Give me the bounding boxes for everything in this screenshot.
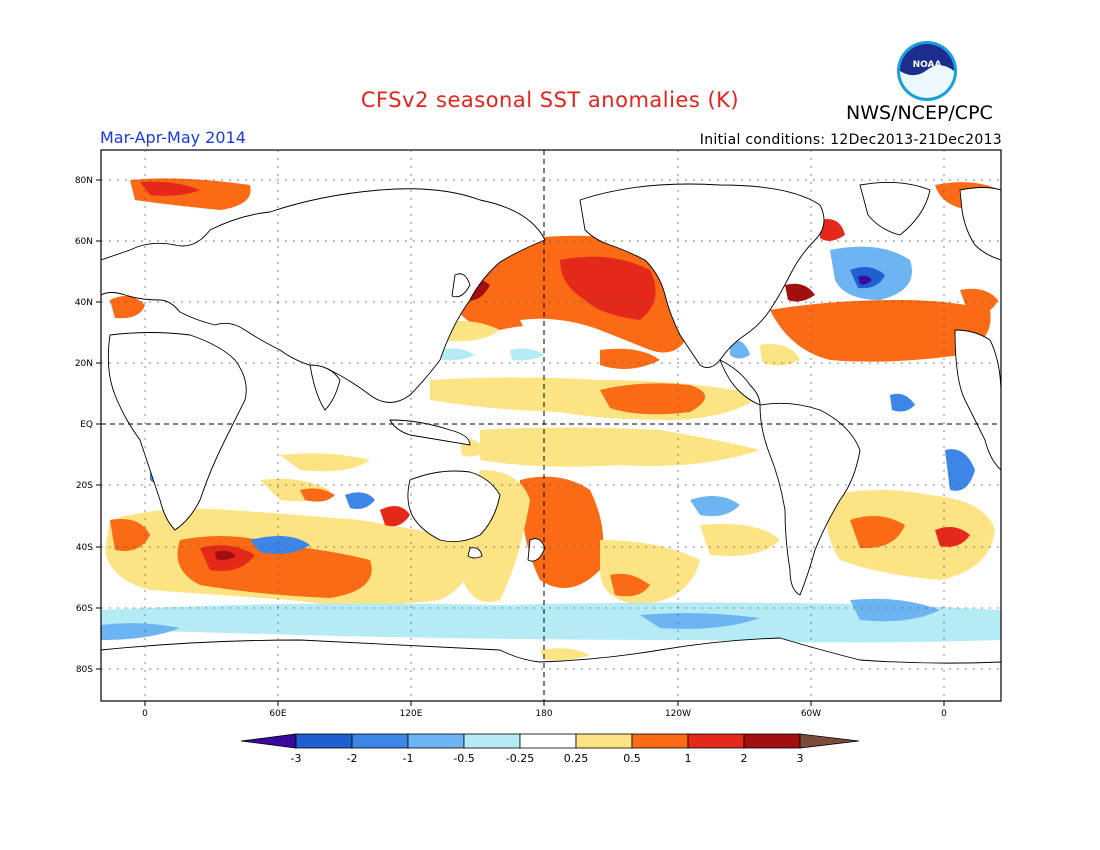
lon-label: 60E <box>269 709 286 719</box>
anomaly-southern-indian <box>105 478 472 605</box>
legend-tick-label: 3 <box>797 752 804 765</box>
legend-swatch <box>631 733 689 749</box>
legend-tick-label: -3 <box>291 752 302 765</box>
lon-label: 0 <box>142 709 148 719</box>
lon-label: 120E <box>400 709 423 719</box>
legend-swatch <box>575 733 633 749</box>
lat-label: 80S <box>76 665 93 675</box>
legend-tick-label: 0.5 <box>623 752 641 765</box>
agency-label: NWS/NCEP/CPC <box>846 102 993 124</box>
chart-title: CFSv2 seasonal SST anomalies (K) <box>0 88 1100 112</box>
lat-label: EQ <box>80 420 93 430</box>
anomaly-north-atlantic <box>730 219 991 412</box>
continent-outlines <box>101 181 1001 701</box>
lat-label: 60S <box>76 604 93 614</box>
lon-label: 0 <box>941 709 947 719</box>
lat-label: 20N <box>75 359 93 369</box>
legend-swatch <box>743 733 801 749</box>
legend-tick-label: 0.25 <box>564 752 589 765</box>
noaa-logo: NOAA <box>897 41 957 101</box>
initial-conditions: Initial conditions: 12Dec2013-21Dec2013 <box>699 132 1002 148</box>
legend-swatch <box>463 733 521 749</box>
legend-swatch <box>295 733 353 749</box>
lon-label: 60W <box>801 709 821 719</box>
chart-title-text: CFSv2 seasonal SST anomalies (K) <box>360 88 740 112</box>
legend-swatch <box>519 733 577 749</box>
legend-tick-label: -1 <box>403 752 414 765</box>
anomaly-equatorial-pacific <box>430 377 760 467</box>
legend-swatch-below-neg3 <box>240 733 297 749</box>
tick-marks <box>96 179 945 706</box>
anomaly-north-pacific <box>430 235 692 369</box>
color-legend <box>240 733 860 749</box>
lon-label: 120W <box>665 709 691 719</box>
legend-swatch <box>687 733 745 749</box>
legend-swatch-above-3 <box>799 733 860 749</box>
legend-tick-labels: -3 -2 -1 -0.5 -0.25 0.25 0.5 1 2 3 <box>291 752 804 765</box>
legend-tick-label: 1 <box>685 752 692 765</box>
legend-tick-label: -0.25 <box>506 752 534 765</box>
lat-label: 40S <box>76 543 93 553</box>
lat-label: 80N <box>75 176 93 186</box>
legend-tick-label: -0.5 <box>453 752 474 765</box>
anomaly-southern-ocean <box>101 598 1001 661</box>
legend-tick-label: -2 <box>347 752 358 765</box>
lon-label: 180 <box>535 709 552 719</box>
lat-label: 40N <box>75 298 93 308</box>
legend-swatch <box>351 733 409 749</box>
anomaly-south-pacific <box>460 470 780 605</box>
forecast-period: Mar-Apr-May 2014 <box>100 128 246 147</box>
lat-label: 60N <box>75 237 93 247</box>
reference-lines <box>101 150 1001 701</box>
lat-label: 20S <box>76 481 93 491</box>
graticule <box>101 150 1001 701</box>
legend-swatch <box>407 733 465 749</box>
map-frame <box>100 149 1002 702</box>
logo-text: NOAA <box>913 60 942 70</box>
legend-tick-label: 2 <box>741 752 748 765</box>
longitude-labels: 0 60E 120E 180 120W 60W 0 <box>142 709 947 719</box>
anomaly-south-atlantic <box>826 449 995 580</box>
latitude-labels: 80N 60N 40N 20N EQ 20S 40S 60S 80S <box>75 176 93 675</box>
